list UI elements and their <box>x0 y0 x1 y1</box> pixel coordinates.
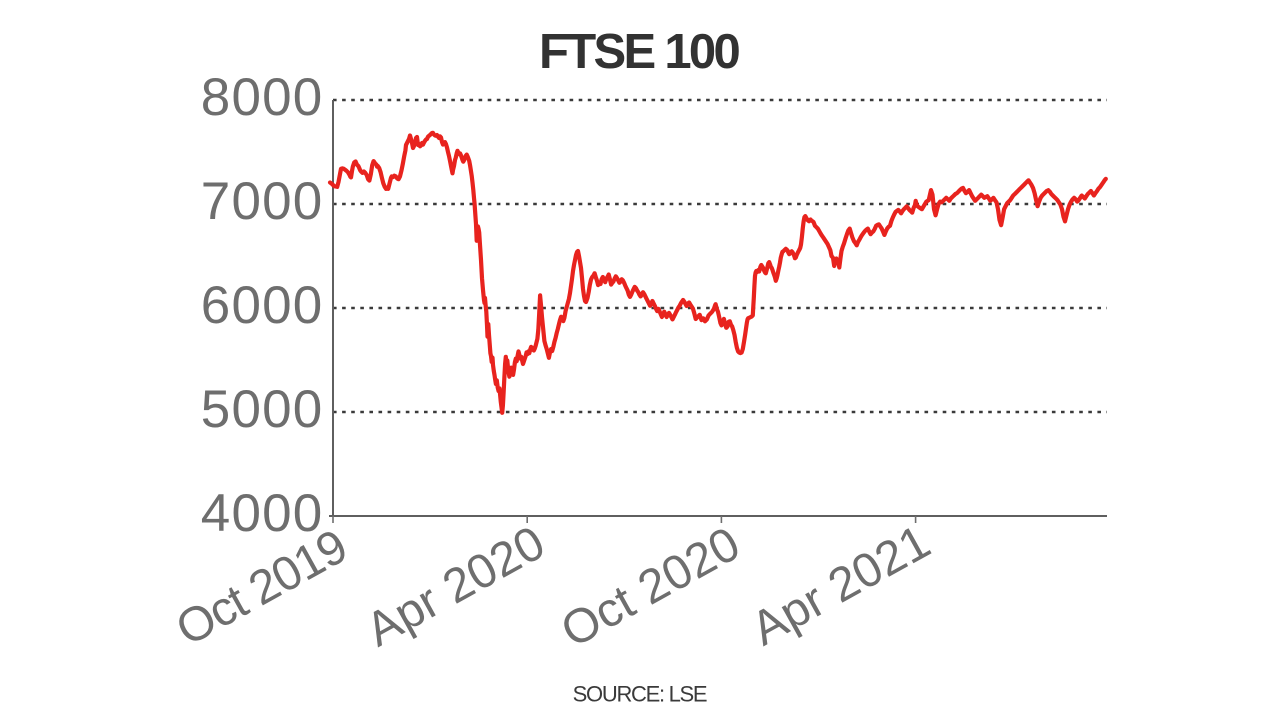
svg-text:5000: 5000 <box>201 380 324 439</box>
svg-text:8000: 8000 <box>201 68 324 127</box>
svg-text:SOURCE: LSE: SOURCE: LSE <box>573 682 707 707</box>
svg-text:4000: 4000 <box>201 484 324 543</box>
svg-text:FTSE 100: FTSE 100 <box>539 25 739 79</box>
svg-text:6000: 6000 <box>201 276 324 335</box>
svg-text:7000: 7000 <box>201 172 324 231</box>
